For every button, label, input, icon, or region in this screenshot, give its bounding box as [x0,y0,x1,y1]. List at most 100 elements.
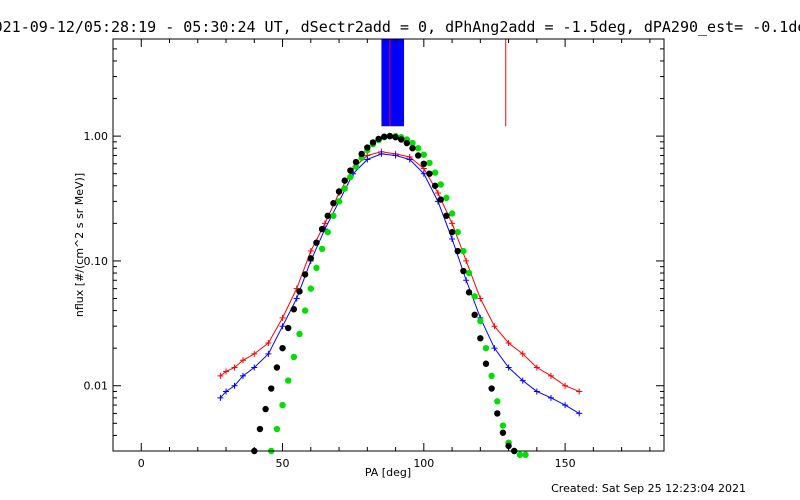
data-point-red [231,364,238,371]
data-point-red [477,295,484,302]
data-point-black [482,360,490,367]
data-point-red [562,382,569,389]
data-point-green [324,228,331,236]
data-point-black [454,247,461,255]
data-point-red [239,357,246,364]
data-point-red [307,248,314,255]
data-point-black [398,136,405,143]
data-point-black [375,135,382,143]
data-point-blue [562,402,569,409]
data-point-black [448,228,456,236]
y-axis: 0.01 0.10 1.00 [84,38,664,452]
data-point-red [449,220,456,227]
data-point-green [279,401,286,409]
data-point-red [265,340,272,347]
data-point-black [301,271,309,278]
data-point-green [347,173,354,181]
data-point-green [465,269,473,277]
data-point-blue [378,150,385,157]
data-point-black [499,429,507,436]
data-point-green [426,159,433,167]
data-point-black [296,288,303,295]
data-point-green [318,245,326,253]
chart-title: 2021-09-12/05:28:19 - 05:30:24 UT, dSect… [0,18,800,36]
data-point-black [465,289,473,296]
data-point-green [516,451,524,458]
data-point-green [460,247,467,255]
y-tick-label: 0.01 [84,380,109,393]
data-point-black [477,335,484,342]
data-point-green [341,185,348,192]
data-point-black [358,150,365,158]
data-point-black [409,145,416,152]
data-point-green [352,163,360,170]
data-point-blue [251,364,258,371]
data-point-red [279,314,286,321]
data-point-blue [231,382,238,389]
data-point-blue [463,277,470,284]
data-point-black [386,132,394,140]
data-point-black [414,152,422,159]
data-point-blue [547,394,554,401]
series-layer [217,132,583,458]
data-point-black [488,385,495,392]
data-point-green [307,285,314,292]
data-point-green [488,372,495,380]
vertical-lines-layer [381,39,507,127]
data-point-black [381,133,388,140]
data-point-black [364,144,371,151]
data-point-black [324,212,331,219]
data-point-blue [279,323,286,330]
x-axis-label: PA [deg] [365,466,411,479]
data-point-black [284,324,292,332]
data-point-blue [505,364,512,371]
data-point-red [533,364,540,371]
y-axis-label: nflux [#/(cm^2 s sr MeV)] [73,173,86,317]
data-point-black [437,196,444,203]
data-point-red [434,190,441,197]
data-point-black [256,425,264,433]
data-point-green [335,198,343,205]
data-point-black [494,410,501,417]
data-point-green [499,422,507,429]
data-point-red [217,372,224,379]
data-point-green [420,151,428,158]
data-point-red [576,388,583,395]
data-point-black [335,188,343,195]
data-point-blue [217,394,224,401]
data-point-green [448,210,456,217]
data-point-blue [449,235,456,242]
data-point-black [307,255,314,262]
data-point-black [369,139,377,146]
x-tick-label: 50 [276,457,290,470]
data-point-blue [364,156,371,163]
data-point-blue [223,388,230,395]
data-point-black [318,225,326,233]
data-point-red [463,257,470,264]
data-point-blue [265,350,272,357]
data-point-black [392,134,399,141]
data-point-red [505,340,512,347]
data-point-green [330,212,337,219]
x-tick-label: 150 [555,457,576,470]
data-point-green [494,398,501,405]
vertical-band-blue [381,39,405,127]
data-point-black [330,200,337,207]
data-point-green [301,307,309,314]
data-point-black [313,239,320,246]
y-tick-label: 1.00 [84,130,109,143]
created-timestamp: Created: Sat Sep 25 12:23:04 2021 [551,482,746,495]
data-point-green [522,451,529,458]
data-point-black [403,139,411,147]
data-point-black [431,182,439,189]
data-point-black [262,405,269,413]
x-tick-label: 0 [138,457,145,470]
data-point-green [409,139,416,147]
y-tick-label: 0.10 [84,255,109,268]
data-point-black [341,177,348,184]
data-point-black [471,311,478,319]
data-point-red [491,323,498,330]
data-point-black [268,385,275,392]
data-point-green [454,228,461,236]
